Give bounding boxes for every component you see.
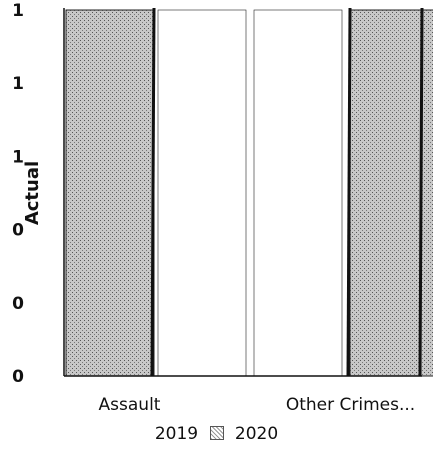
y-tick-label: 0 bbox=[12, 221, 24, 241]
y-axis-ticks: 0 0 0 1 1 1 bbox=[12, 1, 24, 387]
bar-edge bbox=[418, 7, 424, 377]
bars bbox=[65, 7, 433, 377]
bar-2019-assault bbox=[157, 9, 247, 377]
bar-2020-assault bbox=[65, 9, 155, 377]
y-axis-title: Actual bbox=[22, 161, 43, 225]
legend-label-2020: 2020 bbox=[234, 424, 279, 444]
bar-edge bbox=[150, 7, 156, 377]
legend-label-2019: 2019 bbox=[154, 424, 199, 444]
x-category-label: Other Crimes... bbox=[286, 395, 415, 415]
y-tick-label: 0 bbox=[12, 367, 24, 387]
legend-swatch-2020 bbox=[209, 426, 224, 440]
x-category-label: Assault bbox=[99, 395, 161, 415]
bar-edge bbox=[346, 7, 352, 377]
y-tick-label: 1 bbox=[12, 1, 24, 21]
x-axis-categories: Assault Other Crimes... bbox=[99, 395, 416, 415]
y-tick-label: 1 bbox=[12, 147, 24, 167]
legend: 2019 2020 bbox=[0, 424, 433, 444]
y-tick-label: 1 bbox=[12, 74, 24, 94]
y-tick-label: 0 bbox=[12, 294, 24, 314]
bar-2019-other-crimes bbox=[253, 9, 343, 377]
